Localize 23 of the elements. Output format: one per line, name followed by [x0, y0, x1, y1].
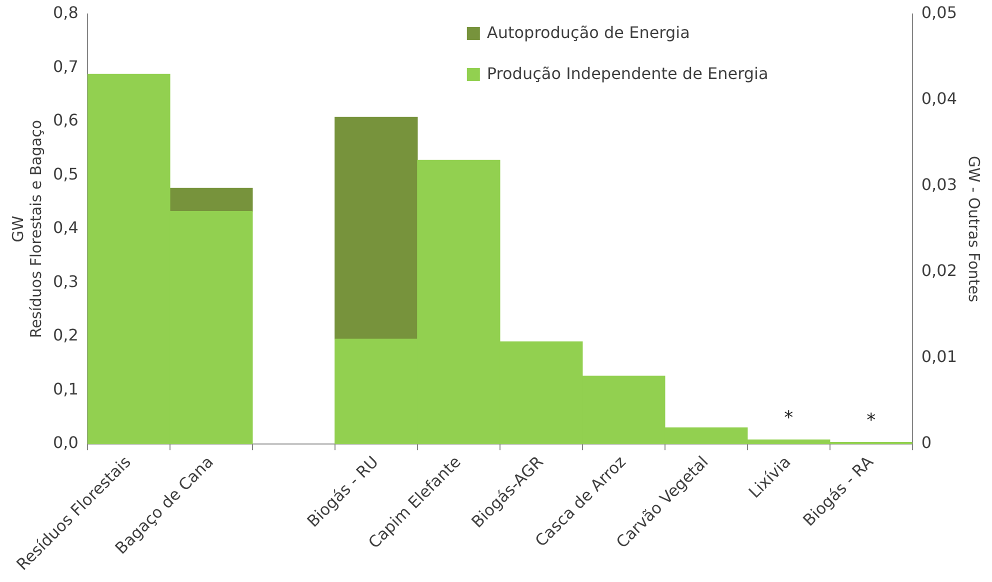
- y-axis-title: GW Resíduos Florestais e Bagaço: [8, 120, 45, 338]
- y-tick-label: 0,3: [52, 272, 78, 291]
- y2-tick-label: 0,02: [921, 261, 957, 280]
- y-tick-label: 0,7: [52, 56, 78, 76]
- y-tick-label: 0,6: [52, 110, 78, 130]
- y2-axis-title: GW - Outras Fontes: [965, 156, 984, 302]
- legend-label: Produção Independente de Energia: [486, 64, 768, 84]
- y-tick-label: 0,0: [52, 433, 78, 452]
- y-tick-label: 0,5: [52, 164, 78, 184]
- y2-tick-label: 0: [921, 433, 932, 452]
- bar: [334, 116, 418, 340]
- bar: [170, 188, 253, 212]
- legend-label: Autoprodução de Energia: [486, 23, 690, 42]
- y-tick-label: 0,4: [52, 218, 78, 238]
- y-tick-label: 0,8: [52, 3, 78, 22]
- y-tick-label: 0,2: [52, 326, 78, 345]
- annotation: *: [784, 407, 794, 428]
- y-tick-label: 0,1: [52, 379, 78, 398]
- y2-tick-label: 0,03: [921, 175, 957, 194]
- y2-tick-label: 0,01: [921, 347, 957, 366]
- annotation: *: [866, 410, 876, 432]
- y2-tick-label: 0,05: [921, 3, 957, 22]
- y2-tick-label: 0,04: [921, 89, 957, 108]
